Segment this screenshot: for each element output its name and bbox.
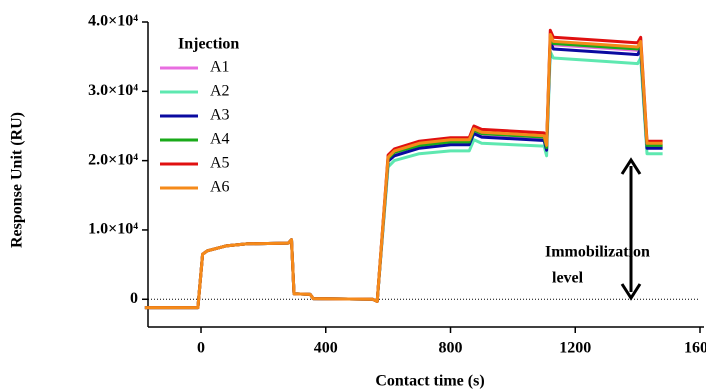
- x-tick-label: 400: [314, 340, 338, 357]
- y-tick-label: 2.0×10⁴: [88, 151, 138, 168]
- legend-title: Injection: [178, 36, 239, 53]
- legend-label: A5: [210, 155, 230, 172]
- x-tick-label: 800: [439, 340, 463, 357]
- legend-label: A6: [210, 179, 230, 196]
- y-tick-label: 4.0×10⁴: [88, 13, 138, 30]
- annotation: Immobilization: [545, 244, 650, 261]
- series-line: [144, 37, 663, 310]
- legend-label: A4: [210, 131, 230, 148]
- legend-label: A2: [210, 83, 230, 100]
- x-tick-label: 0: [197, 340, 205, 357]
- double-arrow: [620, 157, 642, 301]
- x-axis-label: Contact time (s): [375, 373, 484, 390]
- legend-label: A3: [210, 107, 230, 124]
- y-tick-label: 3.0×10⁴: [88, 82, 138, 99]
- y-tick-label: 1.0×10⁴: [88, 221, 138, 238]
- legend-label: A1: [210, 59, 230, 76]
- y-tick-label: 0: [130, 290, 138, 307]
- y-axis-label: Response Unit (RU): [9, 112, 26, 248]
- series-line: [144, 35, 663, 310]
- x-tick-label: 1200: [559, 340, 591, 357]
- series-line: [144, 33, 663, 310]
- annotation: level: [552, 270, 584, 287]
- x-tick-label: 1600: [684, 340, 706, 357]
